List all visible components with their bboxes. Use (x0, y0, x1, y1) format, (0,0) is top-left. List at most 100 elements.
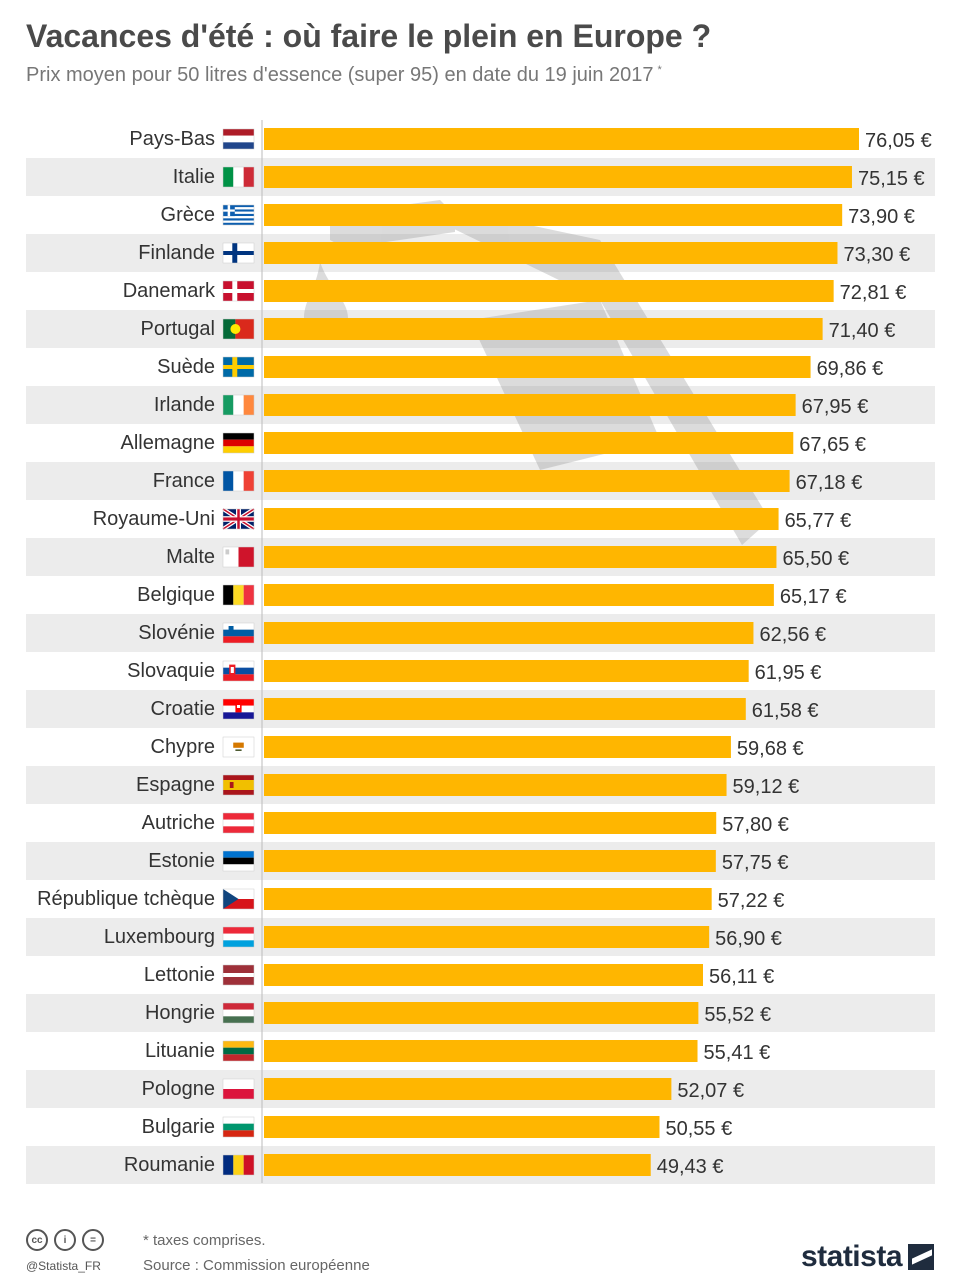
chart-title: Vacances d'été : où faire le plein en Eu… (26, 18, 712, 54)
flag-austria-icon (222, 812, 255, 834)
category-label: Finlande (138, 242, 215, 264)
flag-poland-icon (222, 1078, 255, 1100)
category-label: France (153, 470, 215, 492)
category-label: Luxembourg (104, 926, 215, 948)
flag-finland-icon (222, 242, 255, 264)
flag-estonia-icon (222, 850, 255, 872)
value-label: 67,65 € (799, 434, 866, 456)
subtitle-text: Prix moyen pour 50 litres d'essence (sup… (26, 64, 654, 86)
flags (221, 128, 256, 1176)
category-label: Chypre (151, 736, 215, 758)
bar (264, 926, 710, 948)
category-label: Bulgarie (142, 1116, 215, 1138)
category-label: Roumanie (124, 1154, 215, 1176)
bar (264, 432, 794, 454)
chart-subtitle: Prix moyen pour 50 litres d'essence (sup… (26, 64, 662, 87)
bar (264, 964, 703, 986)
flag-luxembourg-icon (222, 926, 255, 948)
flag-sweden-icon (222, 356, 255, 378)
flag-croatia-icon (222, 698, 255, 720)
brand-text: statista (800, 1240, 903, 1273)
category-label: Lituanie (145, 1040, 215, 1062)
category-label: Lettonie (144, 964, 215, 986)
bar (264, 660, 749, 682)
value-label: 76,05 € (865, 130, 932, 152)
category-label: Portugal (141, 318, 216, 340)
value-label: 55,41 € (704, 1042, 771, 1064)
flag-lithuania-icon (222, 1040, 255, 1062)
nd-icon: = (82, 1229, 104, 1251)
bars (264, 128, 859, 1176)
value-label: 73,90 € (848, 206, 915, 228)
subtitle-footnote-mark: * (657, 64, 662, 77)
value-label: 67,95 € (802, 396, 869, 418)
cc-icon: cc (26, 1229, 48, 1251)
flag-greece-icon (222, 204, 255, 226)
value-label: 61,58 € (752, 700, 819, 722)
bar (264, 280, 834, 302)
bar (264, 584, 774, 606)
flag-netherlands-icon (222, 128, 255, 150)
bar (264, 242, 838, 264)
bar (264, 128, 859, 150)
footnote: * taxes comprises. (143, 1232, 266, 1249)
bar (264, 1078, 672, 1100)
category-label: Suède (157, 356, 215, 378)
category-label: Hongrie (145, 1002, 215, 1024)
value-label: 49,43 € (657, 1156, 724, 1178)
statista-handle: @Statista_FR (26, 1259, 101, 1273)
flag-malta-icon (222, 546, 255, 568)
bar (264, 774, 727, 796)
value-label: 73,30 € (843, 244, 910, 266)
flag-france-icon (222, 470, 255, 492)
category-label: Pologne (142, 1078, 215, 1100)
flag-slovenia-icon (222, 622, 255, 644)
value-label: 62,56 € (759, 624, 826, 646)
category-label: Belgique (137, 584, 215, 606)
value-label: 67,18 € (796, 472, 863, 494)
value-label: 59,12 € (733, 776, 800, 798)
category-label: Royaume-Uni (93, 508, 215, 530)
bar (264, 888, 712, 910)
category-label: Malte (166, 546, 215, 568)
value-label: 56,90 € (715, 928, 782, 950)
category-label: Irlande (154, 394, 215, 416)
bar (264, 1154, 651, 1176)
flag-hungary-icon (222, 1002, 255, 1024)
statista-logo[interactable]: statista (801, 1240, 934, 1274)
flag-belgium-icon (222, 584, 255, 606)
bar (264, 698, 746, 720)
flag-portugal-icon (222, 318, 255, 340)
flag-cyprus-icon (222, 736, 255, 758)
value-label: 65,77 € (785, 510, 852, 532)
bar (264, 850, 716, 872)
bar-chart: 76,05 € 75,15 € 73,90 € 73,30 € 72,81 € 71,40… (26, 120, 935, 1184)
bar (264, 1040, 698, 1062)
flag-italy-icon (222, 166, 255, 188)
category-label: Slovaquie (127, 660, 215, 682)
flag-spain-icon (222, 774, 255, 796)
bar (264, 1002, 699, 1024)
category-label: Allemagne (120, 432, 215, 454)
value-label: 55,52 € (704, 1004, 771, 1026)
value-label: 56,11 € (709, 966, 774, 988)
category-label: Autriche (142, 812, 215, 834)
flag-romania-icon (222, 1154, 255, 1176)
category-label: Espagne (136, 774, 215, 796)
value-label: 59,68 € (737, 738, 804, 760)
value-label: 69,86 € (817, 358, 884, 380)
value-label: 71,40 € (829, 320, 896, 342)
bar (264, 318, 823, 340)
bar (264, 470, 790, 492)
flag-ireland-icon (222, 394, 255, 416)
category-label: Italie (173, 166, 215, 188)
bar (264, 812, 717, 834)
category-label: Slovénie (138, 622, 215, 644)
value-label: 72,81 € (840, 282, 907, 304)
value-label: 65,50 € (782, 548, 849, 570)
bar (264, 1116, 660, 1138)
category-label: République tchèque (37, 888, 215, 910)
category-label: Grèce (161, 204, 215, 226)
bar (264, 622, 754, 644)
value-labels: 76,05 € 75,15 € 73,90 € 73,30 € 72,81 € 71,40… (657, 130, 932, 1178)
